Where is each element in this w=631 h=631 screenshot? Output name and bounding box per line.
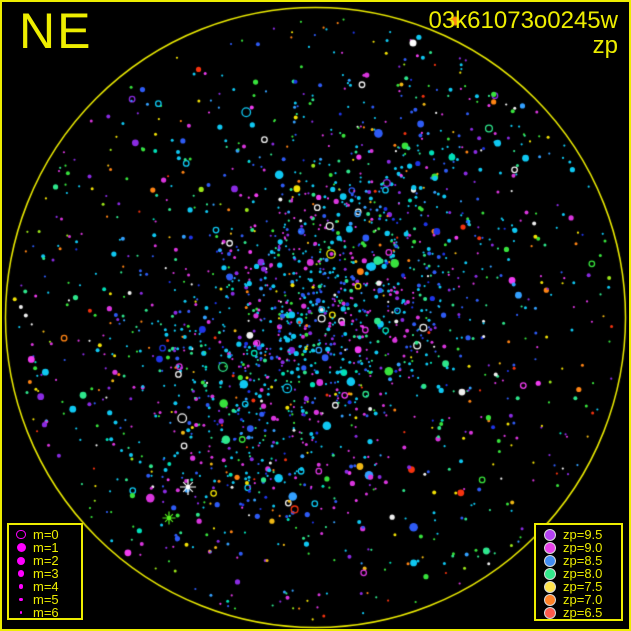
color-variable-label: zp (592, 32, 618, 59)
size-legend-label: m=3 (33, 566, 59, 581)
color-legend-row: zp=6.5 (536, 606, 621, 619)
plot-title: 03k61073o0245w (428, 7, 618, 34)
color-legend-row: zp=7.0 (536, 593, 621, 606)
zp-color-legend: zp=9.5 zp=9.0 zp=8.5 zp=8.0 zp=7.5 zp=7.0 zp=6… (534, 523, 623, 621)
size-legend-dot (9, 543, 33, 552)
size-legend-dot (9, 556, 33, 565)
size-legend-row: m=5 (9, 593, 81, 606)
size-legend-row: m=3 (9, 567, 81, 580)
color-legend-label: zp=7.5 (563, 579, 603, 594)
color-legend-label: zp=8.5 (563, 553, 603, 568)
color-legend-row: zp=9.5 (536, 528, 621, 541)
size-legend-dot (9, 529, 33, 540)
color-legend-dot (536, 541, 563, 554)
color-legend-label: zp=9.5 (563, 527, 603, 542)
color-legend-dot (536, 528, 563, 541)
orientation-label: NE (19, 3, 93, 59)
size-legend-dot (9, 570, 33, 577)
size-legend-label: m=1 (33, 540, 59, 555)
color-legend-label: zp=7.0 (563, 592, 603, 607)
color-legend-dot (536, 554, 563, 567)
color-legend-label: zp=9.0 (563, 540, 603, 555)
color-legend-row: zp=7.5 (536, 580, 621, 593)
size-legend-row: m=0 (9, 528, 81, 541)
size-legend-row: m=2 (9, 554, 81, 567)
size-legend-label: m=0 (33, 527, 59, 542)
size-legend-row: m=6 (9, 606, 81, 619)
size-legend-dot (9, 611, 33, 614)
size-legend-row: m=4 (9, 580, 81, 593)
color-legend-dot (536, 593, 563, 606)
size-legend-row: m=1 (9, 541, 81, 554)
size-legend-label: m=4 (33, 579, 59, 594)
title-block: 03k61073o0245w zp (428, 8, 618, 58)
color-legend-dot (536, 580, 563, 593)
size-legend-label: m=2 (33, 553, 59, 568)
color-legend-row: zp=8.0 (536, 567, 621, 580)
color-legend-row: zp=9.0 (536, 541, 621, 554)
color-legend-label: zp=6.5 (563, 605, 603, 620)
size-legend-label: m=5 (33, 592, 59, 607)
color-legend-row: zp=8.5 (536, 554, 621, 567)
magnitude-size-legend: m=0 m=1 m=2 m=3 m=4 m=5 m=6 (7, 523, 83, 620)
color-legend-dot (536, 606, 563, 619)
color-legend-dot (536, 567, 563, 580)
size-legend-dot (9, 584, 33, 589)
color-legend-label: zp=8.0 (563, 566, 603, 581)
size-legend-label: m=6 (33, 605, 59, 620)
size-legend-dot (9, 597, 33, 602)
